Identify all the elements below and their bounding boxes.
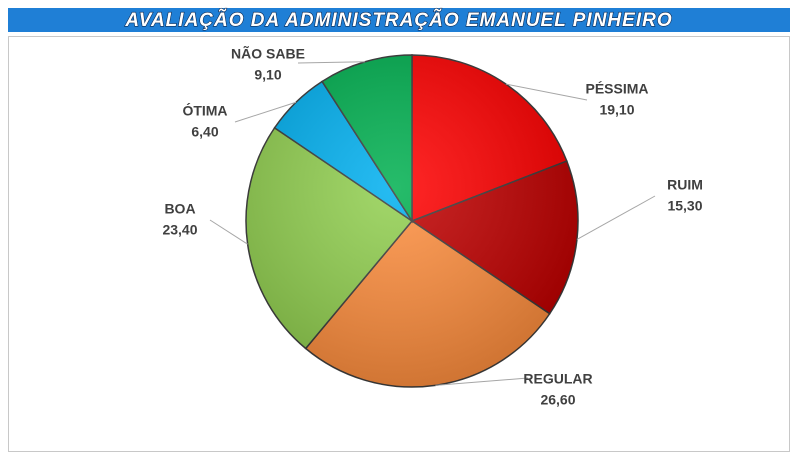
leader-line [209, 219, 248, 245]
leader-line [505, 83, 588, 101]
chart-border [8, 36, 790, 452]
category-label: ÓTIMA [182, 102, 227, 119]
leader-line [297, 61, 366, 64]
value-label: 9,10 [254, 67, 281, 83]
category-label: REGULAR [523, 371, 592, 387]
leader-line [435, 377, 529, 386]
leader-line [234, 101, 297, 123]
value-label: 6,40 [191, 124, 218, 140]
category-label: BOA [164, 201, 195, 217]
category-label: NÃO SABE [231, 45, 305, 62]
title-bar [8, 8, 790, 32]
category-label: PÉSSIMA [585, 81, 648, 97]
category-label: RUIM [667, 177, 703, 193]
value-label: 19,10 [599, 102, 634, 118]
chart-title: AVALIAÇÃO DA ADMINISTRAÇÃO EMANUEL PINHE… [124, 9, 672, 31]
value-label: 23,40 [162, 222, 197, 238]
value-label: 15,30 [667, 198, 702, 214]
pie [245, 54, 579, 388]
value-label: 26,60 [540, 392, 575, 408]
leader-line [576, 195, 656, 240]
